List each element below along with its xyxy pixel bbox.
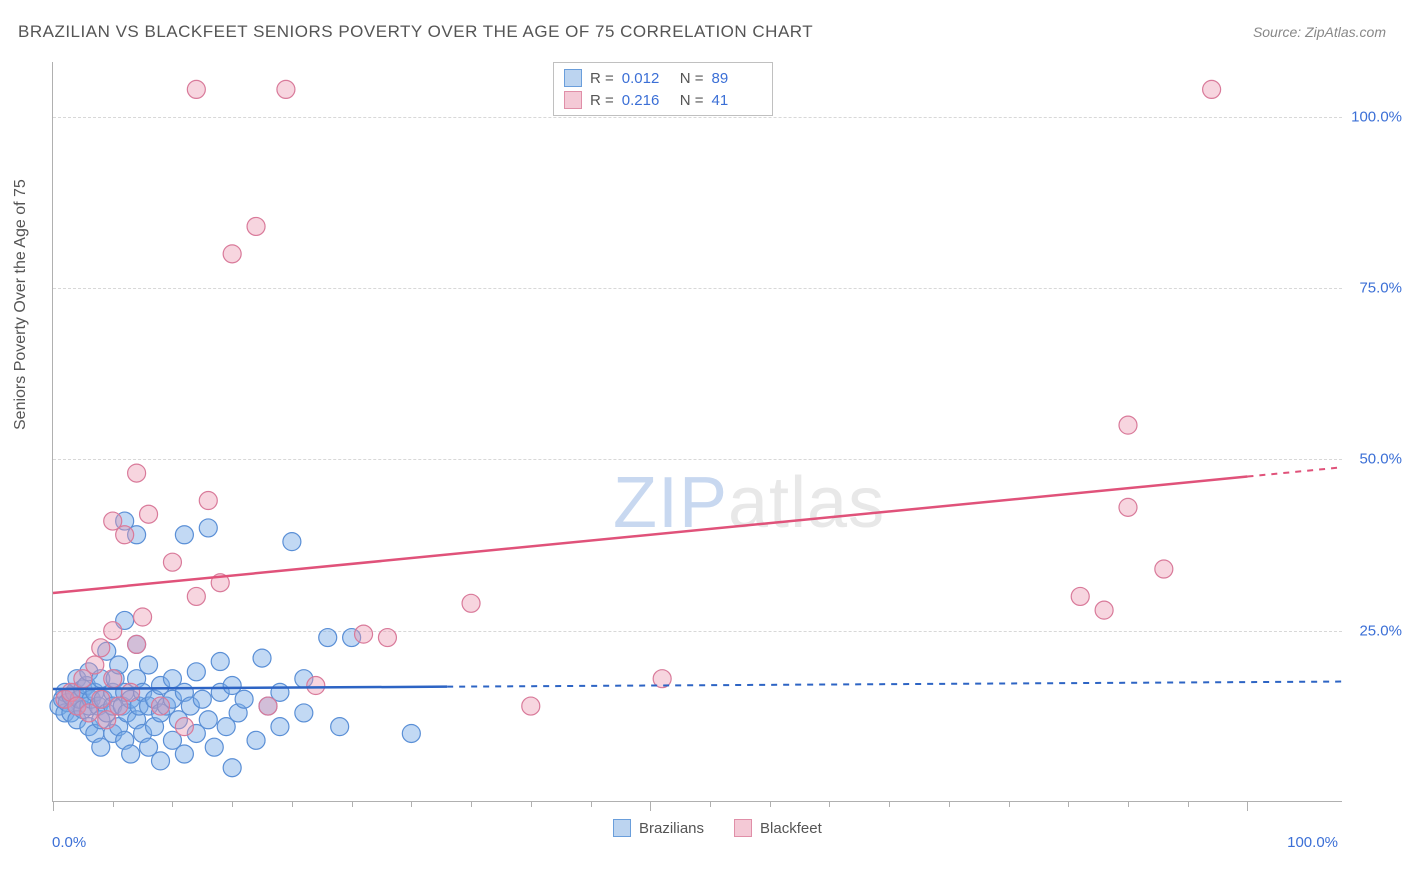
y-tick-label: 100.0% [1351,108,1402,125]
data-point [140,505,158,523]
data-point [1071,587,1089,605]
legend-series-label: Blackfeet [760,820,822,837]
y-tick-label: 75.0% [1359,280,1402,297]
x-tick [531,801,532,807]
legend-series-item: Blackfeet [734,819,822,837]
data-point [122,745,140,763]
data-point [402,724,420,742]
x-tick [1128,801,1129,807]
y-axis-label: Seniors Poverty Over the Age of 75 [12,179,30,430]
x-tick [1009,801,1010,807]
data-point [522,697,540,715]
x-tick [1247,801,1248,811]
data-point [128,464,146,482]
legend-series: Brazilians Blackfeet [613,819,822,837]
chart-title: BRAZILIAN VS BLACKFEET SENIORS POVERTY O… [18,22,813,42]
x-tick [650,801,651,811]
data-point [1155,560,1173,578]
data-point [355,625,373,643]
data-point [253,649,271,667]
data-point [235,690,253,708]
data-point [104,622,122,640]
data-point [193,690,211,708]
data-point [462,594,480,612]
data-point [223,245,241,263]
scatter-svg [53,62,1342,801]
data-point [175,718,193,736]
data-point [205,738,223,756]
data-point [92,639,110,657]
data-point [259,697,277,715]
data-point [247,731,265,749]
y-tick-label: 50.0% [1359,451,1402,468]
x-tick [770,801,771,807]
data-point [277,80,295,98]
chart-source: Source: ZipAtlas.com [1253,24,1386,40]
legend-series-label: Brazilians [639,820,704,837]
data-point [283,533,301,551]
data-point [104,670,122,688]
x-tick [471,801,472,807]
data-point [187,587,205,605]
plot-area: ZIPatlas 25.0%50.0%75.0%100.0% R =0.012N… [52,62,1342,802]
x-tick [411,801,412,807]
x-tick [113,801,114,807]
legend-series-item: Brazilians [613,819,704,837]
trend-line-extrapolated [1247,467,1343,476]
data-point [378,629,396,647]
data-point [319,629,337,647]
data-point [122,683,140,701]
x-tick [591,801,592,807]
data-point [223,759,241,777]
x-tick [949,801,950,807]
data-point [116,526,134,544]
data-point [175,745,193,763]
chart-container: BRAZILIAN VS BLACKFEET SENIORS POVERTY O… [0,0,1406,892]
trend-line-extrapolated [447,682,1343,687]
data-point [134,608,152,626]
x-tick [889,801,890,807]
data-point [307,677,325,695]
data-point [86,656,104,674]
data-point [175,526,193,544]
x-tick [172,801,173,807]
data-point [199,519,217,537]
x-tick [1068,801,1069,807]
data-point [187,663,205,681]
x-tick [292,801,293,807]
data-point [271,718,289,736]
data-point [295,704,313,722]
data-point [140,656,158,674]
x-tick [232,801,233,807]
x-tick [829,801,830,807]
data-point [1203,80,1221,98]
data-point [128,635,146,653]
data-point [199,711,217,729]
data-point [187,80,205,98]
data-point [247,217,265,235]
x-tick [53,801,54,811]
legend-swatch [734,819,752,837]
x-tick [1188,801,1189,807]
x-tick-label: 0.0% [52,834,86,851]
x-tick-label: 100.0% [1287,834,1338,851]
x-tick [352,801,353,807]
data-point [211,653,229,671]
data-point [1119,416,1137,434]
data-point [163,553,181,571]
data-point [92,690,110,708]
data-point [1095,601,1113,619]
data-point [199,492,217,510]
data-point [152,752,170,770]
y-tick-label: 25.0% [1359,622,1402,639]
legend-swatch [613,819,631,837]
data-point [152,697,170,715]
x-tick [710,801,711,807]
data-point [331,718,349,736]
data-point [1119,498,1137,516]
trend-line [53,477,1247,593]
